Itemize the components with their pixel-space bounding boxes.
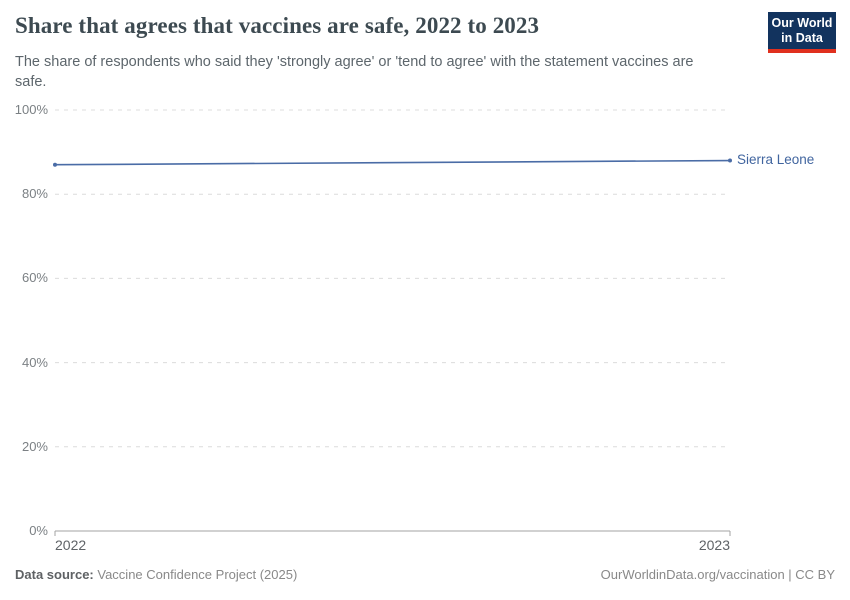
y-axis-label-100: 100% bbox=[14, 102, 48, 117]
series-line-sierra-leone[interactable] bbox=[54, 159, 731, 166]
data-source-label: Data source: bbox=[15, 567, 94, 582]
y-axis-label-20: 20% bbox=[21, 438, 48, 454]
x-axis-label-2022: 2022 bbox=[55, 537, 87, 553]
data-source-note: Data source: Vaccine Confidence Project … bbox=[15, 567, 297, 582]
license-note[interactable]: OurWorldinData.org/vaccination | CC BY bbox=[600, 567, 835, 582]
x-axis-label-2023: 2023 bbox=[698, 537, 730, 553]
chart-title: Share that agrees that vaccines are safe… bbox=[15, 13, 540, 38]
y-axis-label-60: 60% bbox=[21, 270, 48, 286]
owid-logo-line2: in Data bbox=[781, 31, 823, 45]
entity-label-sierra-leone[interactable]: Sierra Leone bbox=[737, 152, 815, 168]
owid-logo[interactable]: Our World in Data bbox=[768, 12, 836, 53]
chart-subtitle: The share of respondents who said they '… bbox=[15, 54, 694, 90]
chart-footer: Data source: Vaccine Confidence Project … bbox=[15, 567, 835, 582]
data-source-value: Vaccine Confidence Project (2025) bbox=[97, 567, 298, 582]
y-axis-label-0: 0% bbox=[29, 523, 48, 538]
y-axis-label-40: 40% bbox=[21, 354, 48, 370]
series-point-2022[interactable] bbox=[53, 162, 57, 167]
series-point-2023[interactable] bbox=[728, 158, 732, 163]
y-axis-label-80: 80% bbox=[21, 186, 48, 202]
owid-logo-line1: Our World bbox=[771, 16, 833, 30]
